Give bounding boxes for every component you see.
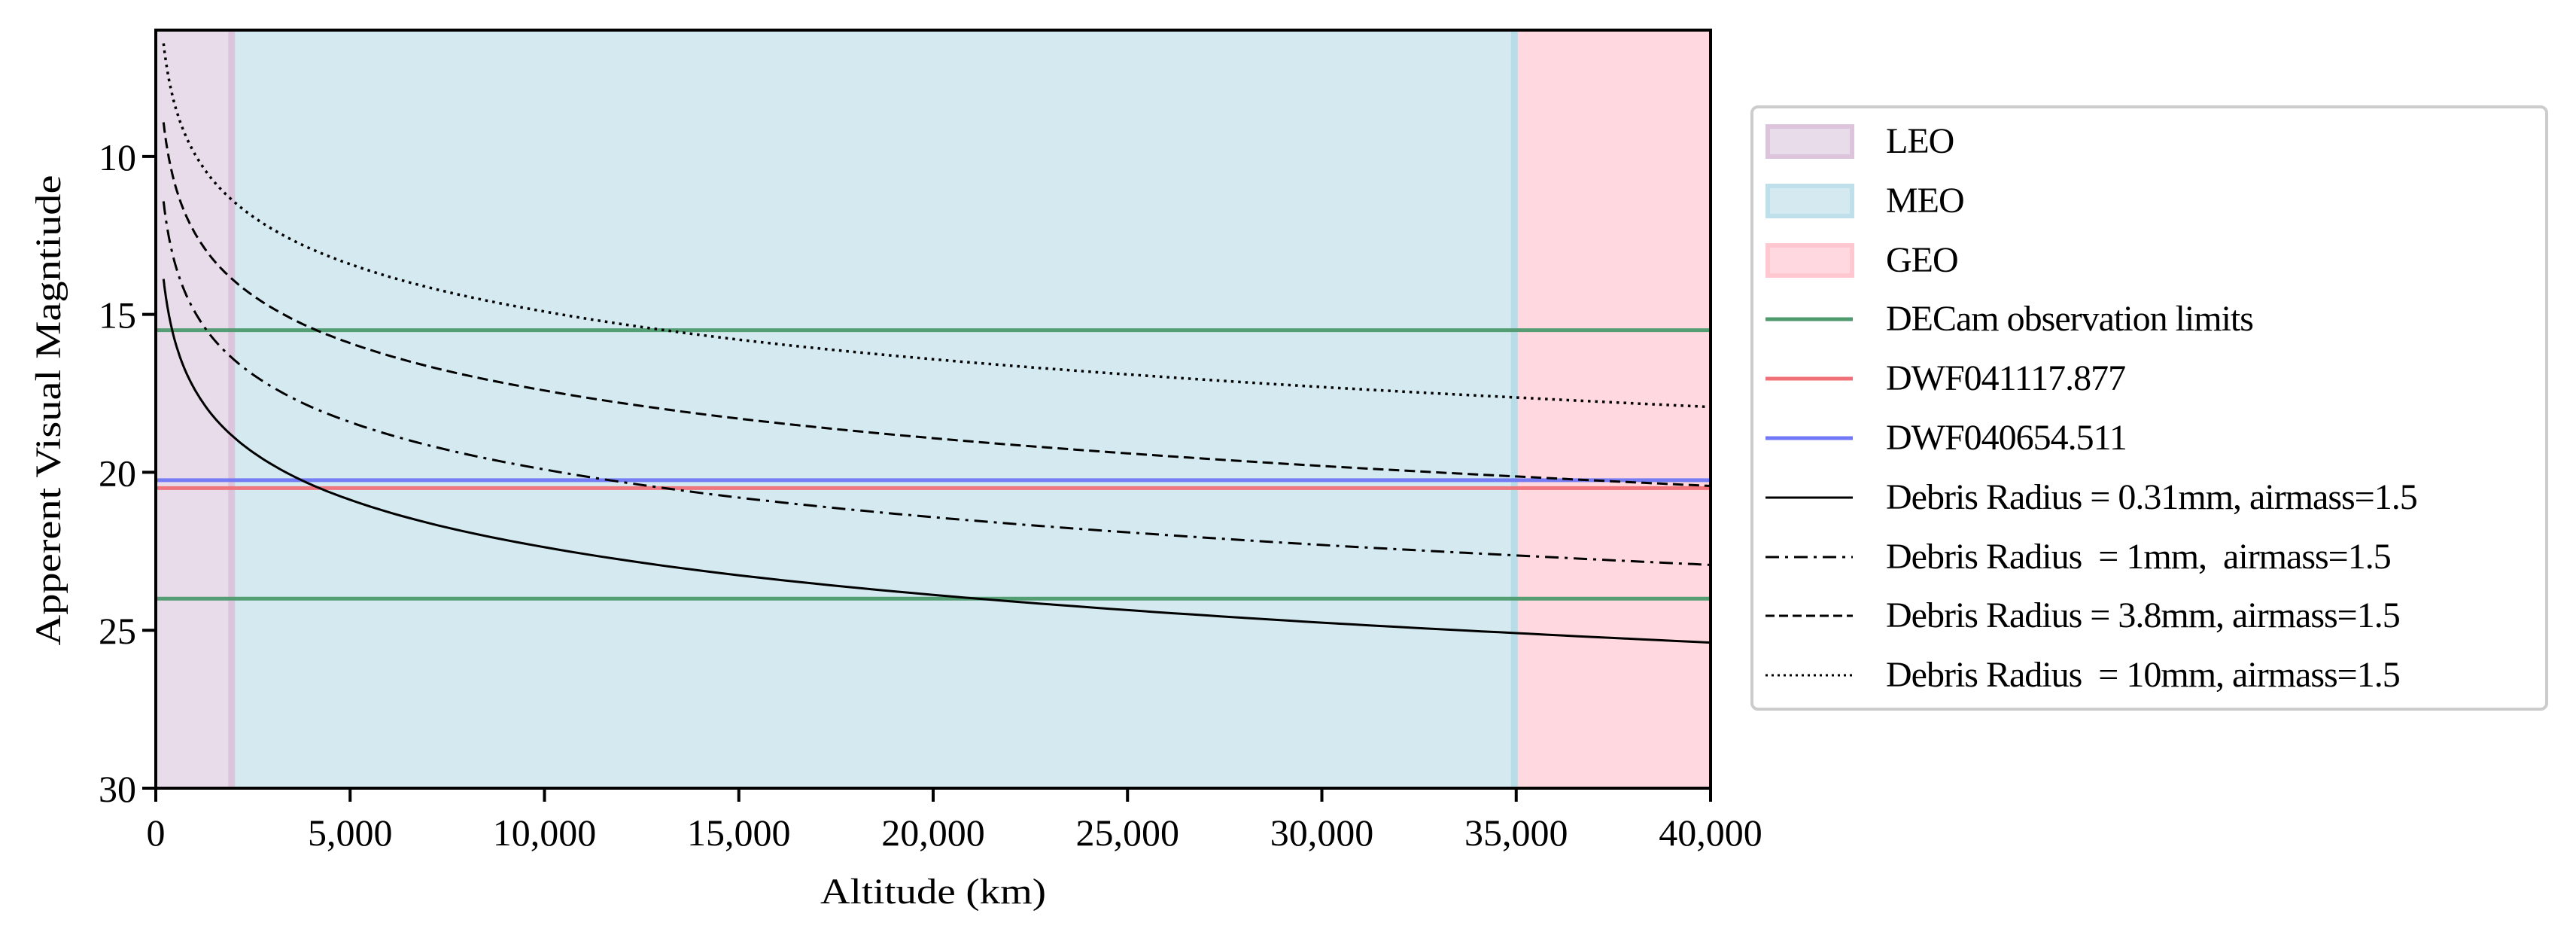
- y-tick-label: 15: [99, 294, 136, 337]
- x-tick-label: 0: [147, 812, 166, 854]
- legend-item: Debris Radius = 0.31mm, airmass=1.5: [1765, 475, 2418, 520]
- x-tick-label: 25,000: [1076, 812, 1180, 854]
- legend-label: DWF040654.511: [1886, 418, 2127, 458]
- legend-label: LEO: [1886, 121, 1954, 161]
- legend-line-icon: [1765, 421, 1854, 455]
- x-tick-label: 35,000: [1464, 812, 1568, 854]
- plot-area: [154, 29, 1712, 790]
- region-boundary: [1510, 30, 1518, 788]
- legend-line-icon: [1765, 598, 1854, 633]
- curve-solid: [162, 279, 1711, 644]
- legend-line-icon: [1765, 302, 1854, 337]
- legend-label: DECam observation limits: [1886, 299, 2254, 340]
- legend-line-icon: [1765, 361, 1854, 396]
- legend-line-icon: [1765, 540, 1854, 574]
- legend-label: GEO: [1886, 239, 1959, 280]
- legend-item: Debris Radius = 1mm, airmass=1.5: [1765, 534, 2392, 580]
- region-boundary: [228, 30, 236, 788]
- legend-item: DECam observation limits: [1765, 297, 2254, 342]
- legend-label: MEO: [1886, 180, 1965, 221]
- legend-line-icon: [1765, 480, 1854, 515]
- legend-label: Debris Radius = 0.31mm, airmass=1.5: [1886, 477, 2418, 517]
- curve-dashdot: [162, 201, 1711, 566]
- x-tick-label: 5,000: [308, 812, 393, 854]
- legend-label: Debris Radius = 1mm, airmass=1.5: [1886, 536, 2392, 577]
- legend-item: DWF040654.511: [1765, 416, 2127, 461]
- legend-item: GEO: [1765, 238, 1959, 283]
- legend: LEO MEO GEO DECam observation limits DWF0411…: [1750, 105, 2548, 711]
- legend-item: LEO: [1765, 119, 1954, 164]
- orbit-regions: [156, 30, 1711, 788]
- legend-swatch-meo: [1765, 183, 1854, 218]
- reference-lines: [156, 328, 1711, 601]
- y-axis-ticks: 10 15 20 25 30: [99, 136, 156, 810]
- legend-label: Debris Radius = 3.8mm, airmass=1.5: [1886, 595, 2401, 636]
- legend-label: Debris Radius = 10mm, airmass=1.5: [1886, 655, 2401, 696]
- legend-item: Debris Radius = 10mm, airmass=1.5: [1765, 653, 2401, 698]
- x-tick-label: 20,000: [881, 812, 985, 854]
- legend-item: DWF041117.877: [1765, 356, 2126, 401]
- y-tick-label: 30: [99, 768, 136, 810]
- x-tick-label: 40,000: [1659, 812, 1762, 854]
- x-tick-label: 10,000: [493, 812, 597, 854]
- x-axis-label: Altitude (km): [820, 872, 1046, 912]
- legend-item: MEO: [1765, 178, 1965, 224]
- x-axis-ticks: 0 5,000 10,000 15,000 20,000 25,000 30,000 35,0…: [147, 788, 1762, 854]
- debris-curves: [162, 43, 1711, 644]
- y-axis-label: Apperent Visual Magntiude: [29, 175, 68, 646]
- curve-dashed: [162, 122, 1711, 487]
- legend-line-icon: [1765, 658, 1854, 693]
- region-geo: [1516, 30, 1711, 788]
- legend-swatch-geo: [1765, 242, 1854, 278]
- curve-dotted: [162, 43, 1711, 409]
- y-tick-label: 25: [99, 610, 136, 652]
- y-tick-label: 20: [99, 452, 136, 494]
- legend-label: DWF041117.877: [1886, 358, 2126, 399]
- x-tick-label: 15,000: [687, 812, 791, 854]
- legend-item: Debris Radius = 3.8mm, airmass=1.5: [1765, 593, 2401, 638]
- x-tick-label: 30,000: [1270, 812, 1374, 854]
- legend-swatch-leo: [1765, 124, 1854, 159]
- region-meo: [233, 30, 1516, 788]
- y-tick-label: 10: [99, 136, 136, 178]
